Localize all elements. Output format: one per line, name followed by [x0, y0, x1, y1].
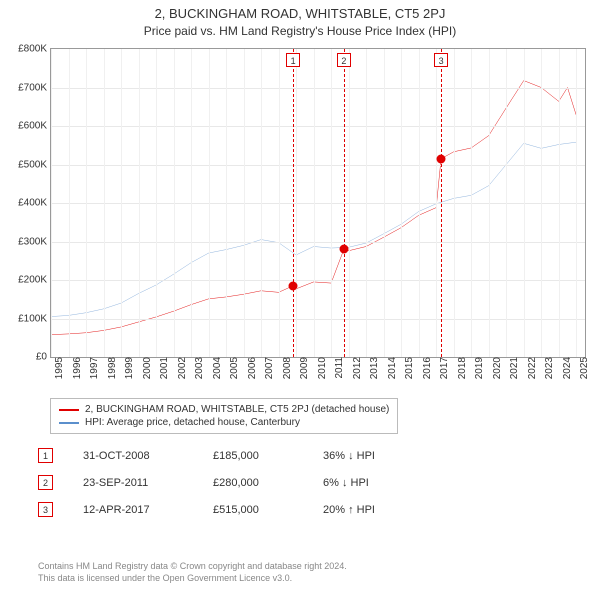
event-date: 12-APR-2017	[83, 504, 183, 516]
x-gridline	[156, 49, 157, 357]
x-gridline	[314, 49, 315, 357]
x-gridline	[471, 49, 472, 357]
attribution-line-2: This data is licensed under the Open Gov…	[38, 572, 586, 584]
event-dot-2	[339, 245, 348, 254]
y-tick-label: £200K	[3, 275, 47, 286]
x-gridline	[349, 49, 350, 357]
x-gridline	[524, 49, 525, 357]
event-price: £185,000	[213, 450, 293, 462]
x-gridline	[279, 49, 280, 357]
event-row-3: 3 12-APR-2017 £515,000 20% ↑ HPI	[38, 496, 586, 523]
attribution-line-1: Contains HM Land Registry data © Crown c…	[38, 560, 586, 572]
event-row-marker: 3	[38, 502, 53, 517]
x-gridline	[366, 49, 367, 357]
x-gridline	[209, 49, 210, 357]
x-gridline	[51, 49, 52, 357]
legend-label: HPI: Average price, detached house, Cant…	[85, 417, 300, 428]
event-row-marker: 2	[38, 475, 53, 490]
event-diff: 36% ↓ HPI	[323, 450, 423, 462]
x-gridline	[384, 49, 385, 357]
x-gridline	[121, 49, 122, 357]
event-price: £515,000	[213, 504, 293, 516]
y-gridline	[51, 319, 585, 320]
event-row-2: 2 23-SEP-2011 £280,000 6% ↓ HPI	[38, 469, 586, 496]
event-dot-1	[289, 281, 298, 290]
event-dot-3	[437, 154, 446, 163]
y-gridline	[51, 242, 585, 243]
y-tick-label: £300K	[3, 236, 47, 247]
event-table: 131-OCT-2008£185,00036% ↓ HPI223-SEP-201…	[38, 442, 586, 523]
x-gridline	[244, 49, 245, 357]
plot-region: £0£100K£200K£300K£400K£500K£600K£700K£80…	[50, 48, 586, 358]
x-gridline	[401, 49, 402, 357]
legend-swatch	[59, 422, 79, 424]
chart-title-main: 2, BUCKINGHAM ROAD, WHITSTABLE, CT5 2PJ	[0, 0, 600, 21]
x-gridline	[506, 49, 507, 357]
x-gridline	[559, 49, 560, 357]
x-gridline	[454, 49, 455, 357]
legend-box: 2, BUCKINGHAM ROAD, WHITSTABLE, CT5 2PJ …	[50, 398, 398, 434]
event-marker-box-1: 1	[286, 53, 300, 67]
event-diff: 6% ↓ HPI	[323, 477, 423, 489]
event-date: 31-OCT-2008	[83, 450, 183, 462]
event-row-marker: 1	[38, 448, 53, 463]
attribution-text: Contains HM Land Registry data © Crown c…	[38, 560, 586, 584]
x-gridline	[261, 49, 262, 357]
event-marker-box-2: 2	[337, 53, 351, 67]
y-gridline	[51, 203, 585, 204]
y-tick-label: £700K	[3, 82, 47, 93]
x-gridline	[541, 49, 542, 357]
event-price: £280,000	[213, 477, 293, 489]
legend-label: 2, BUCKINGHAM ROAD, WHITSTABLE, CT5 2PJ …	[85, 404, 389, 415]
y-tick-label: £0	[3, 352, 47, 363]
x-gridline	[419, 49, 420, 357]
x-gridline	[174, 49, 175, 357]
x-gridline	[226, 49, 227, 357]
event-marker-box-3: 3	[434, 53, 448, 67]
y-tick-label: £400K	[3, 198, 47, 209]
event-date: 23-SEP-2011	[83, 477, 183, 489]
x-gridline	[576, 49, 577, 357]
y-tick-label: £600K	[3, 121, 47, 132]
y-tick-label: £100K	[3, 313, 47, 324]
event-vline-2	[344, 49, 345, 357]
x-gridline	[191, 49, 192, 357]
x-gridline	[296, 49, 297, 357]
y-gridline	[51, 280, 585, 281]
x-gridline	[436, 49, 437, 357]
x-gridline	[69, 49, 70, 357]
legend-swatch	[59, 409, 79, 411]
event-vline-1	[293, 49, 294, 357]
x-gridline	[139, 49, 140, 357]
y-tick-label: £800K	[3, 44, 47, 55]
x-gridline	[331, 49, 332, 357]
event-vline-3	[441, 49, 442, 357]
event-diff: 20% ↑ HPI	[323, 504, 423, 516]
y-tick-label: £500K	[3, 159, 47, 170]
x-gridline	[86, 49, 87, 357]
legend-row: 2, BUCKINGHAM ROAD, WHITSTABLE, CT5 2PJ …	[59, 403, 389, 416]
x-gridline	[489, 49, 490, 357]
x-gridline	[104, 49, 105, 357]
legend-row: HPI: Average price, detached house, Cant…	[59, 416, 389, 429]
y-gridline	[51, 165, 585, 166]
y-gridline	[51, 88, 585, 89]
y-gridline	[51, 126, 585, 127]
chart-area: £0£100K£200K£300K£400K£500K£600K£700K£80…	[50, 48, 586, 388]
chart-title-sub: Price paid vs. HM Land Registry's House …	[0, 21, 600, 38]
event-row-1: 1 31-OCT-2008 £185,000 36% ↓ HPI	[38, 442, 586, 469]
